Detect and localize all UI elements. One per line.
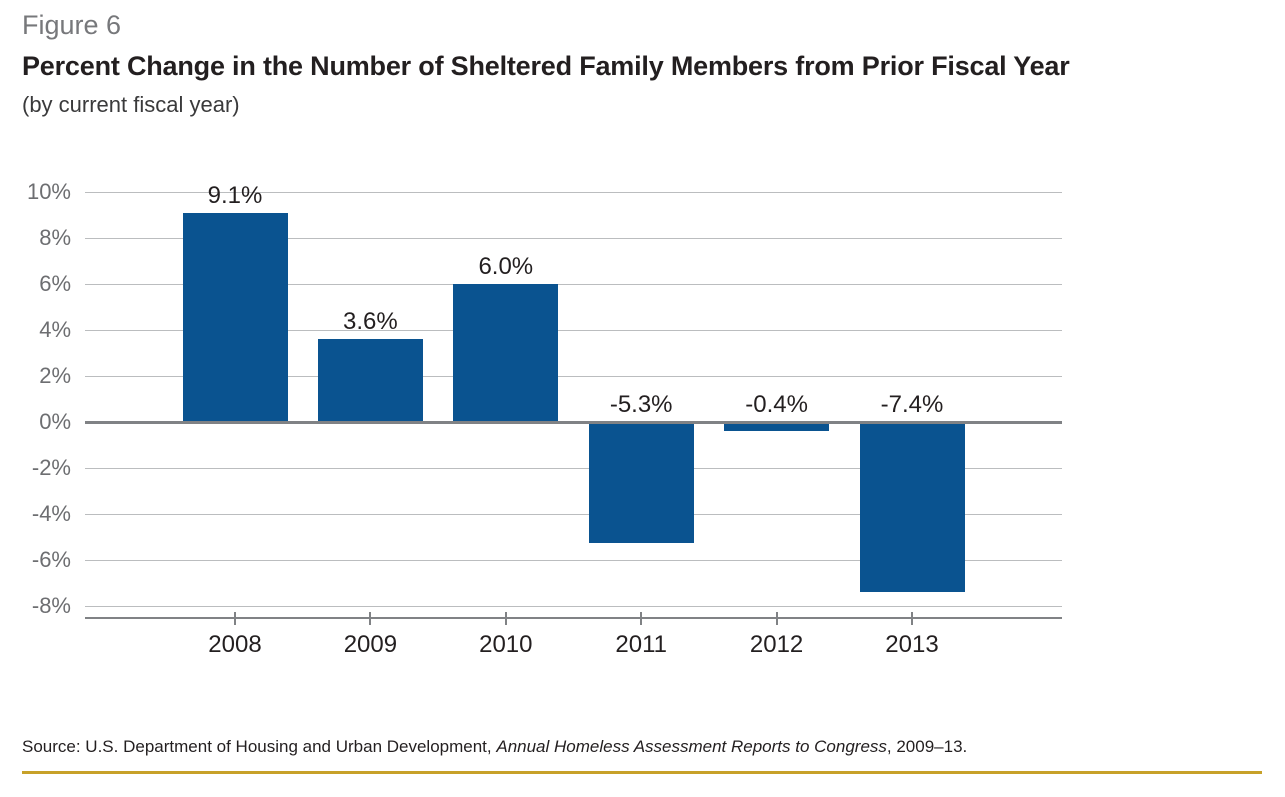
zero-baseline <box>85 420 1062 424</box>
gridline-8% <box>85 238 1062 239</box>
bar-value-label-2012: -0.4% <box>745 390 808 418</box>
x-axis-year-label-2010: 2010 <box>479 631 533 658</box>
bar-chart-plot-area: 10% 8% 6% 4% 2% 0% -2% -4% -6% -8% 9.1% 2008 3.6% 200… <box>27 179 1062 658</box>
y-axis-tick-label: 4% <box>39 316 71 342</box>
x-axis-year-label-2011: 2011 <box>615 631 667 658</box>
source-years: , 2009–13. <box>886 737 968 756</box>
y-axis-tick-label: 8% <box>39 224 71 250</box>
y-axis-tick-label: -8% <box>31 592 71 618</box>
gridline-10% <box>85 192 1062 193</box>
x-axis-year-label-2013: 2013 <box>885 631 939 658</box>
y-axis-tick-label: -4% <box>31 500 71 526</box>
bar-value-label-2013: -7.4% <box>880 390 944 418</box>
chart-subtitle: (by current fiscal year) <box>22 92 240 117</box>
y-axis-tick-label: 6% <box>39 270 71 296</box>
x-axis-year-label-2009: 2009 <box>343 631 398 658</box>
y-axis-tick-label: 0% <box>39 408 71 434</box>
gridline-6% <box>85 284 1062 285</box>
source-text: Source: U.S. Department of Housing and U… <box>22 737 497 756</box>
gridline-2% <box>85 376 1062 377</box>
gridline--2% <box>85 468 1062 469</box>
bar-value-label-2009: 3.6% <box>343 308 398 336</box>
source-report-title: Annual Homeless Assessment Reports to Co… <box>496 737 887 756</box>
chart-title: Percent Change in the Number of Sheltere… <box>22 51 1070 81</box>
source-note: Source: U.S. Department of Housing and U… <box>22 737 967 757</box>
y-axis-tick-label: -2% <box>31 454 71 480</box>
bar-value-label-2008: 9.1% <box>207 181 263 209</box>
gridline-4% <box>85 330 1062 331</box>
bar-value-label-2011: -5.3% <box>609 390 673 418</box>
bar-2009 <box>317 339 423 422</box>
x-axis-year-label-2008: 2008 <box>208 631 262 658</box>
x-axis-year-label-2012: 2012 <box>749 631 804 658</box>
y-axis-tick-label: -6% <box>31 546 71 572</box>
gold-divider-rule <box>22 771 1262 774</box>
bar-value-label-2010: 6.0% <box>478 252 534 280</box>
bar-2008 <box>182 212 288 422</box>
bar-2013 <box>859 421 965 592</box>
y-axis-tick-label: 10% <box>26 179 71 204</box>
gridline--6% <box>85 560 1062 561</box>
bar-2010 <box>453 283 559 422</box>
gridline--4% <box>85 514 1062 515</box>
gridline--8% <box>85 606 1062 607</box>
bar-2012 <box>724 421 830 431</box>
x-axis-line <box>85 617 1062 619</box>
y-axis-tick-label: 2% <box>39 362 71 388</box>
figure-label: Figure 6 <box>22 10 122 40</box>
bar-2011 <box>588 421 694 544</box>
